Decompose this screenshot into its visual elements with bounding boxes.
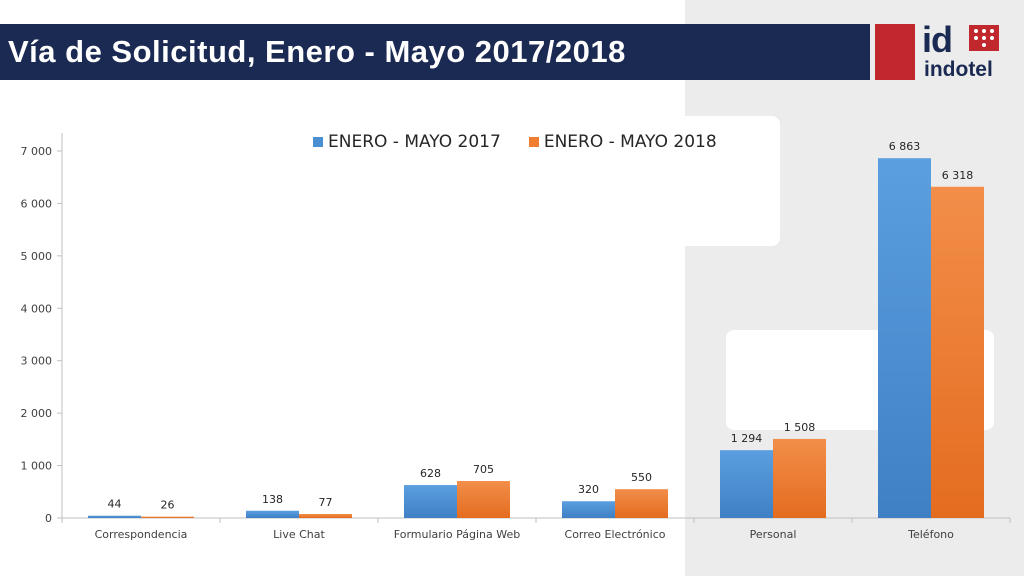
data-label: 550 [631, 471, 652, 484]
legend-item: ENERO - MAYO 2017 [313, 132, 501, 152]
bar-2018 [299, 513, 352, 518]
bar-2017 [88, 515, 141, 518]
bar-2017 [562, 501, 615, 518]
data-label: 6 863 [889, 140, 921, 153]
legend-item: ENERO - MAYO 2018 [528, 132, 717, 152]
y-tick-label: 6 000 [21, 197, 53, 210]
data-label: 6 318 [942, 169, 974, 182]
y-tick-label: 5 000 [21, 250, 53, 263]
data-label: 628 [420, 467, 441, 480]
data-label: 44 [108, 498, 122, 511]
data-label: 138 [262, 493, 283, 506]
x-tick-label: Personal [750, 528, 797, 541]
data-label: 1 508 [784, 421, 816, 434]
x-tick-label: Correspondencia [95, 528, 188, 541]
logo-dots-icon [969, 25, 999, 51]
x-tick-label: Correo Electrónico [565, 528, 666, 541]
title-bar: Vía de Solicitud, Enero - Mayo 2017/2018 [0, 24, 870, 80]
bar-2017 [720, 450, 773, 518]
legend-label: ENERO - MAYO 2017 [328, 132, 501, 152]
data-label: 1 294 [731, 432, 763, 445]
data-label: 26 [161, 499, 175, 512]
legend-swatch [313, 137, 323, 147]
x-tick-label: Teléfono [907, 528, 954, 541]
background-accent-shape [685, 116, 780, 246]
y-tick-label: 1 000 [21, 460, 53, 473]
data-label: 320 [578, 483, 599, 496]
x-tick-label: Live Chat [273, 528, 325, 541]
y-tick-label: 0 [45, 512, 52, 525]
legend-swatch [528, 137, 539, 147]
y-tick-label: 4 000 [21, 302, 53, 315]
bar-2018 [773, 438, 826, 518]
legend-label: ENERO - MAYO 2018 [543, 132, 717, 152]
bar-2018 [931, 186, 984, 518]
logo-wordmark: indotel [924, 58, 993, 81]
logo-red-block [875, 24, 915, 80]
x-tick-label: Formulario Página Web [394, 528, 520, 541]
logo-mark: id [922, 19, 953, 60]
chart-legend: ENERO - MAYO 2017 ENERO - MAYO 2018 [313, 131, 745, 153]
data-label: 705 [473, 463, 494, 476]
bar-2017 [878, 158, 931, 518]
bar-2017 [404, 485, 457, 518]
data-label: 77 [319, 496, 333, 509]
y-tick-label: 3 000 [21, 355, 53, 368]
indotel-logo: id indotel [922, 22, 1004, 84]
bar-2018 [615, 489, 668, 518]
y-tick-label: 2 000 [21, 407, 53, 420]
y-tick-label: 7 000 [21, 145, 53, 158]
bar-2017 [246, 510, 299, 518]
bar-2018 [141, 516, 194, 518]
bar-2018 [457, 481, 510, 518]
page-title: Vía de Solicitud, Enero - Mayo 2017/2018 [8, 34, 626, 69]
